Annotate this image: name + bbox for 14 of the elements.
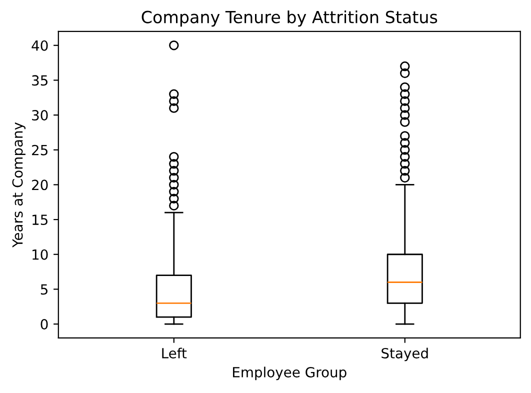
y-tick-label: 15 [32, 214, 48, 226]
y-tick-label: 40 [32, 40, 48, 51]
x-tick-label: Stayed [382, 348, 428, 362]
y-tick-label: 25 [32, 144, 48, 156]
y-tick-label: 35 [32, 75, 48, 86]
y-axis-title: Years at Company [12, 122, 26, 248]
x-axis-title: Employee Group [233, 366, 346, 380]
chart-title: Company Tenure by Attrition Status [142, 10, 438, 27]
y-tick-label: 30 [32, 110, 48, 121]
y-tick-label: 20 [32, 180, 48, 190]
y-tick-label: 0 [40, 319, 48, 330]
y-tick-label: 5 [40, 284, 48, 295]
x-tick-label: Left [162, 348, 187, 358]
y-tick-label: 10 [32, 249, 48, 260]
